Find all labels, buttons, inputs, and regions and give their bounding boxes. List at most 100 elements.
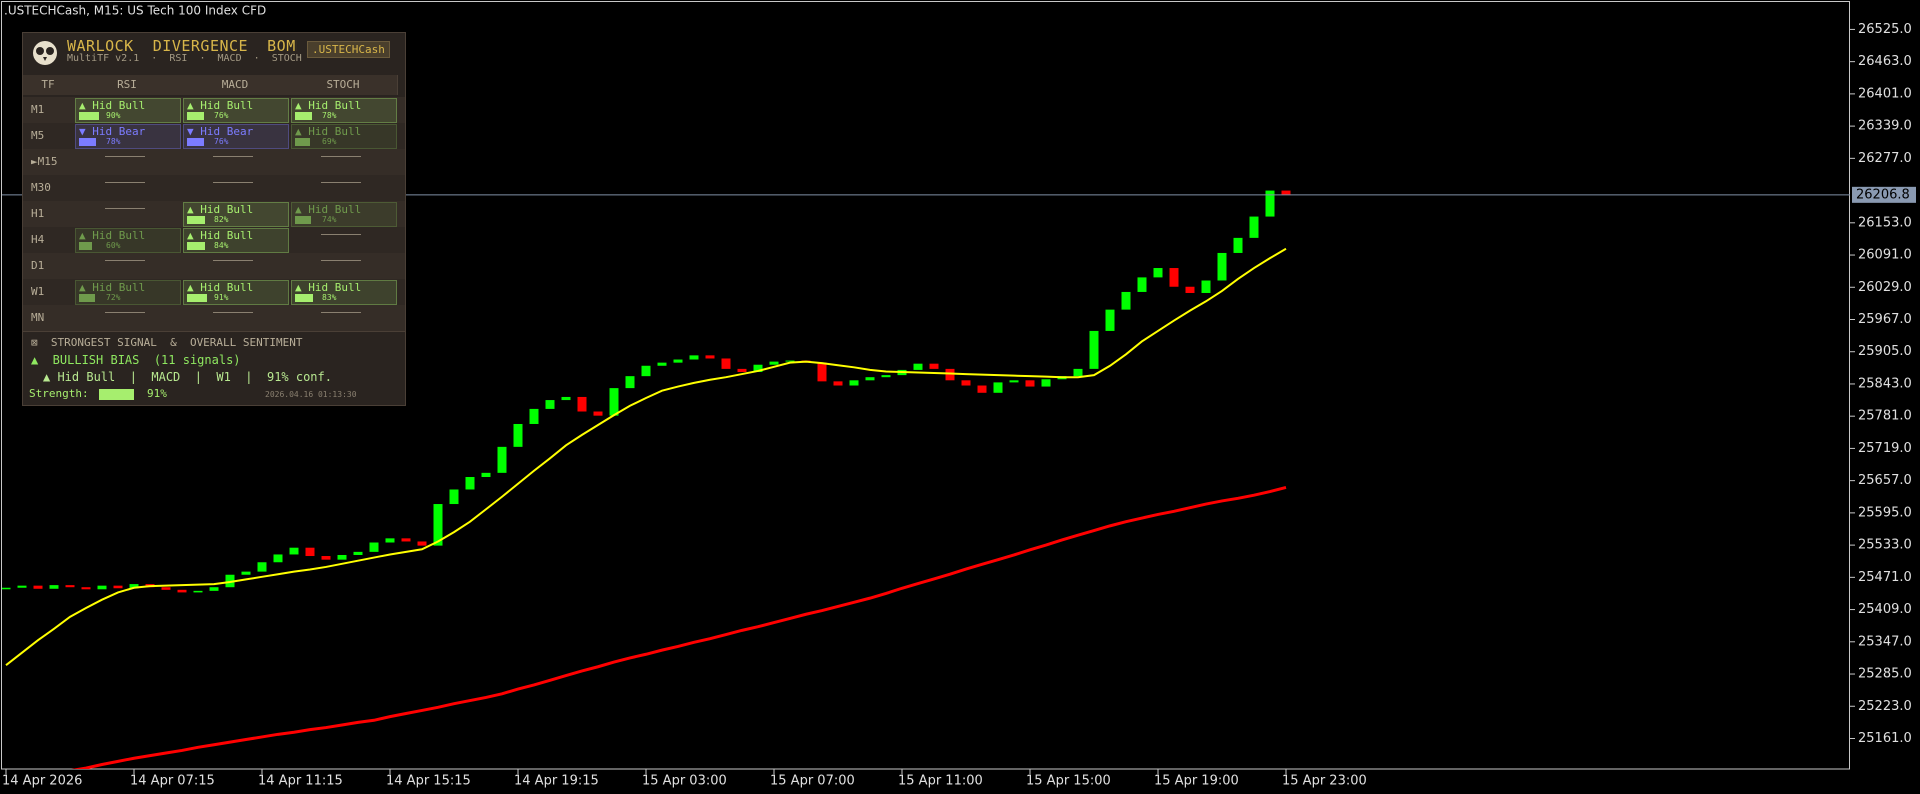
candle	[225, 574, 235, 588]
candle	[993, 382, 1003, 393]
plot	[2, 190, 1291, 769]
candle	[545, 400, 555, 409]
signal-label: ▲ Hid Bull	[187, 229, 254, 242]
candle	[577, 396, 587, 412]
signal-cell: ▼ Hid Bear 76%	[183, 124, 289, 149]
candle	[209, 587, 219, 591]
candle	[497, 446, 507, 473]
signal-label: ▲ Hid Bull	[79, 229, 146, 242]
empty-cell-dash	[105, 312, 145, 313]
candle	[769, 361, 779, 365]
column-header: STOCH	[289, 75, 398, 95]
signal-cell: ▲ Hid Bull 82%	[183, 202, 289, 227]
strength-bar	[79, 242, 93, 250]
candle	[305, 547, 315, 557]
empty-cell-dash	[213, 182, 253, 183]
y-tick-label: 25285.0	[1858, 667, 1912, 682]
candle	[1249, 216, 1259, 238]
signal-label: ▲ Hid Bull	[295, 203, 362, 216]
signal-cell: ▲ Hid Bull 91%	[183, 280, 289, 305]
footer-heading: ⊠ STRONGEST SIGNAL & OVERALL SENTIMENT	[31, 336, 303, 349]
x-tick-label: 14 Apr 15:15	[386, 774, 471, 789]
candle	[721, 358, 731, 369]
x-tick-label: 14 Apr 19:15	[514, 774, 599, 789]
candle	[65, 585, 75, 588]
y-tick-label: 26401.0	[1858, 86, 1912, 101]
candle	[1185, 286, 1195, 293]
candle	[657, 362, 667, 366]
candle	[561, 396, 571, 401]
row-background	[23, 305, 405, 332]
x-tick-label: 14 Apr 07:15	[130, 774, 215, 789]
signal-cell: ▲ Hid Bull 60%	[75, 228, 181, 253]
candle	[257, 562, 267, 572]
timeframe-label: ►M15	[31, 155, 58, 168]
price-tag-label: 26206.8	[1856, 187, 1910, 202]
empty-cell-dash	[213, 312, 253, 313]
symbol-badge: .USTECHCash	[307, 41, 390, 58]
y-tick-label: 25905.0	[1858, 344, 1912, 359]
empty-cell-dash	[321, 312, 361, 313]
strength-label: 76%	[214, 111, 229, 120]
candle	[1265, 190, 1275, 217]
candle	[273, 554, 283, 563]
candle	[753, 364, 763, 372]
strength-bar	[79, 112, 99, 120]
signal-cell: ▲ Hid Bull 76%	[183, 98, 289, 123]
y-tick-label: 26463.0	[1858, 54, 1912, 69]
strength-bar	[187, 216, 206, 224]
candle	[849, 380, 859, 386]
candle	[337, 554, 347, 560]
candle	[1137, 277, 1147, 292]
indicator-panel: WARLOCK DIVERGENCE BOMBER MultiTF v2.1 ·…	[22, 32, 406, 406]
strength-label: 72%	[106, 293, 121, 302]
strength-label: 91%	[214, 293, 229, 302]
candle	[241, 571, 251, 575]
candle	[1089, 330, 1099, 369]
candle	[1233, 237, 1243, 253]
timeframe-label: H1	[31, 207, 45, 220]
candle	[17, 585, 27, 588]
candle	[129, 584, 139, 589]
x-tick-label: 15 Apr 23:00	[1282, 774, 1367, 789]
candle	[817, 362, 827, 382]
strength-bar	[295, 216, 312, 224]
y-tick-label: 26029.0	[1858, 280, 1912, 295]
signal-label: ▲ Hid Bull	[295, 125, 362, 138]
timeframe-label: H4	[31, 233, 45, 246]
y-tick-label: 25719.0	[1858, 441, 1912, 456]
signal-label: ▲ Hid Bull	[295, 281, 362, 294]
strength-label: 74%	[322, 215, 337, 224]
candle	[401, 538, 411, 542]
candle	[481, 472, 491, 478]
row-background	[23, 253, 405, 280]
signal-label: ▼ Hid Bear	[187, 125, 254, 138]
signal-label: ▲ Hid Bull	[79, 281, 146, 294]
signal-label: ▲ Hid Bull	[187, 281, 254, 294]
empty-cell-dash	[213, 156, 253, 157]
candle	[513, 423, 523, 447]
strength-label: 69%	[322, 137, 337, 146]
x-tick-label: 15 Apr 11:00	[898, 774, 983, 789]
row-background	[23, 149, 405, 176]
column-header: TF	[23, 75, 74, 95]
empty-cell-dash	[105, 208, 145, 209]
empty-cell-dash	[213, 260, 253, 261]
y-tick-label: 26339.0	[1858, 119, 1912, 134]
panel-subtitle: MultiTF v2.1 · RSI · MACD · STOCH	[67, 53, 302, 64]
candle	[369, 542, 379, 552]
candle	[2, 587, 11, 590]
candle	[529, 408, 539, 424]
empty-cell-dash	[105, 260, 145, 261]
y-tick-label: 25595.0	[1858, 505, 1912, 520]
strength-bar	[79, 294, 95, 302]
candle	[1025, 380, 1035, 387]
y-tick-label: 26153.0	[1858, 215, 1912, 230]
y-tick-label: 25843.0	[1858, 376, 1912, 391]
candle	[385, 538, 395, 543]
candle	[33, 585, 43, 589]
timeframe-label: W1	[31, 285, 45, 298]
x-tick-label: 15 Apr 15:00	[1026, 774, 1111, 789]
empty-cell-dash	[321, 234, 361, 235]
